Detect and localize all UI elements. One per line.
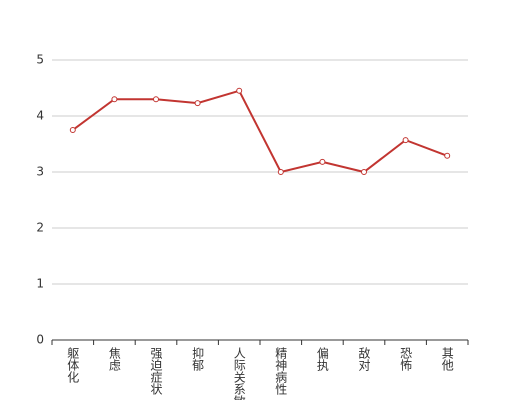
x-tick-label: 躯体化 (66, 346, 80, 384)
y-tick-label: 4 (36, 109, 44, 123)
line (72, 89, 448, 174)
y-tick-label: 0 (36, 333, 44, 347)
x-tick-label: 精神病性 (274, 347, 288, 396)
point (402, 137, 409, 144)
y-tick-label: 5 (36, 53, 44, 67)
x-tick-label: 其他 (440, 347, 454, 371)
x-tick-label: 偏执 (315, 346, 329, 372)
point (444, 152, 451, 159)
point (194, 100, 201, 107)
point (361, 169, 367, 175)
x-tick-label: 强迫症状 (149, 347, 163, 395)
x-tick-label: 抑郁 (191, 346, 205, 372)
point (236, 87, 243, 94)
x-tick-label: 焦虑 (107, 347, 121, 371)
x-tick-label: 敌对 (357, 346, 371, 371)
y-tick-label: 2 (36, 221, 44, 235)
y-tick-label: 3 (36, 165, 44, 179)
x-tick-label: 恐怖 (399, 347, 413, 371)
point (319, 158, 326, 165)
point (277, 169, 284, 175)
point (153, 96, 159, 103)
point (69, 127, 76, 133)
y-tick-label: 1 (36, 277, 44, 291)
x-tick-label: 人际关系敏感 (232, 347, 246, 400)
point (111, 96, 118, 103)
